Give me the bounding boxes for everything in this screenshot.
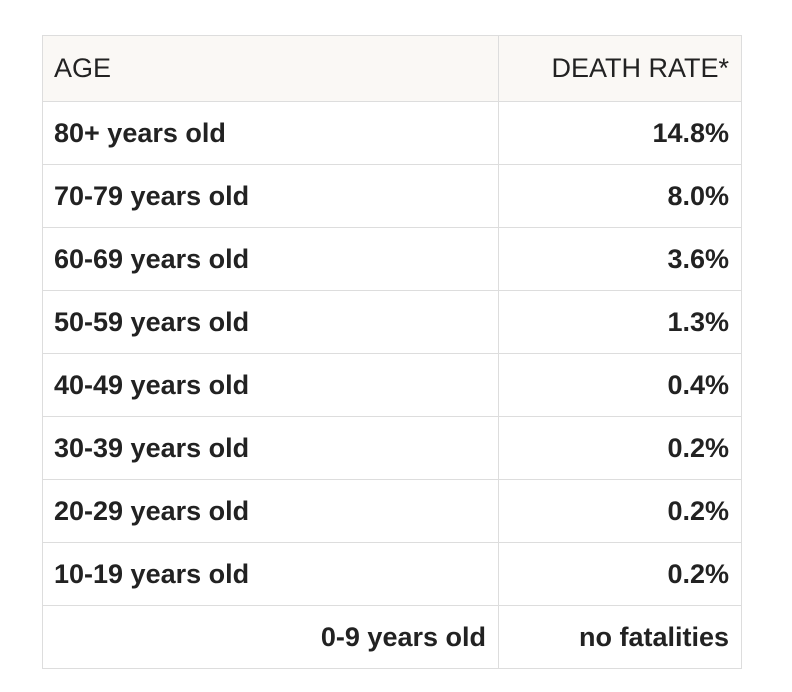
death-rate-cell: 3.6% xyxy=(498,227,742,291)
death-rate-cell: 0.2% xyxy=(498,479,742,543)
age-cell: 40-49 years old xyxy=(42,353,499,417)
table-row: 30-39 years old 0.2% xyxy=(42,416,742,480)
table-row: 20-29 years old 0.2% xyxy=(42,479,742,543)
header-row: AGE DEATH RATE* xyxy=(42,35,742,102)
age-cell: 50-59 years old xyxy=(42,290,499,354)
age-cell: 30-39 years old xyxy=(42,416,499,480)
age-column-header: AGE xyxy=(42,35,499,102)
death-rate-column-header: DEATH RATE* xyxy=(498,35,742,102)
death-rate-cell: 0.4% xyxy=(498,353,742,417)
age-cell: 20-29 years old xyxy=(42,479,499,543)
age-cell: 70-79 years old xyxy=(42,164,499,228)
death-rate-table-container: AGE DEATH RATE* 80+ years old 14.8% 70-7… xyxy=(42,35,742,669)
death-rate-cell: 14.8% xyxy=(498,101,742,165)
table-row: 40-49 years old 0.4% xyxy=(42,353,742,417)
table-body: 80+ years old 14.8% 70-79 years old 8.0%… xyxy=(42,101,742,669)
age-cell: 10-19 years old xyxy=(42,542,499,606)
table-row: 80+ years old 14.8% xyxy=(42,101,742,165)
age-cell: 60-69 years old xyxy=(42,227,499,291)
death-rate-cell: no fatalities xyxy=(498,605,742,669)
age-cell: 0-9 years old xyxy=(42,605,499,669)
table-header: AGE DEATH RATE* xyxy=(42,35,742,102)
age-cell: 80+ years old xyxy=(42,101,499,165)
death-rate-cell: 1.3% xyxy=(498,290,742,354)
table-row: 10-19 years old 0.2% xyxy=(42,542,742,606)
death-rate-by-age-table: AGE DEATH RATE* 80+ years old 14.8% 70-7… xyxy=(42,35,742,669)
table-row: 70-79 years old 8.0% xyxy=(42,164,742,228)
table-row: 60-69 years old 3.6% xyxy=(42,227,742,291)
death-rate-cell: 0.2% xyxy=(498,416,742,480)
table-row: 0-9 years old no fatalities xyxy=(42,605,742,669)
death-rate-cell: 8.0% xyxy=(498,164,742,228)
death-rate-cell: 0.2% xyxy=(498,542,742,606)
table-row: 50-59 years old 1.3% xyxy=(42,290,742,354)
